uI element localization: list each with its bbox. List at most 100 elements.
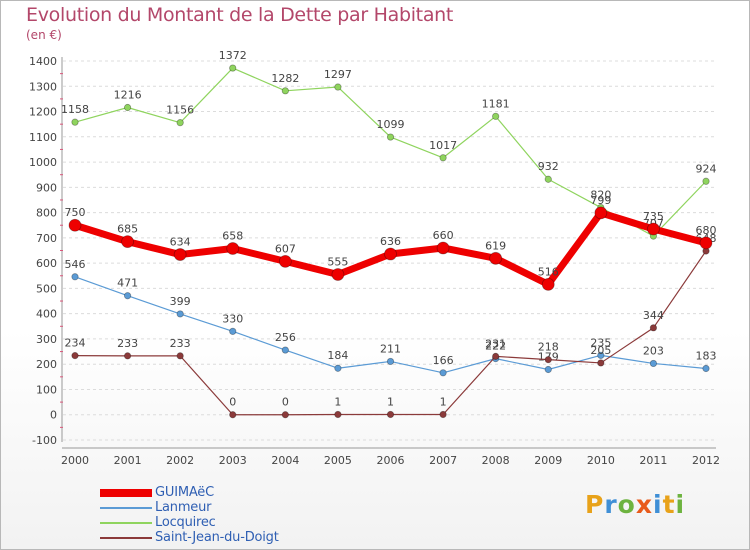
data-label-saint-jean-du-doigt: 233 xyxy=(117,337,138,350)
data-label-saint-jean-du-doigt: 1 xyxy=(440,395,447,408)
x-tick-label: 2007 xyxy=(429,454,457,467)
logo-letter: i xyxy=(653,490,663,519)
proxiti-logo: Proxiti xyxy=(585,490,685,519)
data-label-saint-jean-du-doigt: 1 xyxy=(334,395,341,408)
data-point-guima-c xyxy=(331,268,345,281)
logo-letter: i xyxy=(675,490,686,519)
legend-label-saint-jean-du-doigt: Saint-Jean-du-Doigt xyxy=(155,530,279,545)
data-label-locquirec: 820 xyxy=(590,189,611,202)
data-point-saint-jean-du-doigt xyxy=(123,352,132,360)
logo-letter: x xyxy=(635,490,653,519)
data-point-saint-jean-du-doigt xyxy=(334,410,342,419)
data-label-guima-c: 516 xyxy=(538,265,559,278)
legend-swatch-locquirec xyxy=(100,522,152,524)
data-label-lanmeur: 203 xyxy=(643,344,664,357)
legend-label-locquirec: Locquirec xyxy=(155,515,216,530)
data-label-saint-jean-du-doigt: 1 xyxy=(387,395,394,408)
data-point-saint-jean-du-doigt xyxy=(176,352,184,360)
data-label-lanmeur: 256 xyxy=(275,331,296,344)
data-label-guima-c: 799 xyxy=(590,194,611,207)
data-label-lanmeur: 235 xyxy=(590,336,611,349)
data-point-lanmeur xyxy=(281,346,289,354)
x-tick-label: 2008 xyxy=(482,454,510,467)
y-tick-label: 0 xyxy=(50,409,57,422)
legend-label-guimaec: GUIMAëC xyxy=(155,485,214,500)
data-point-locquirec xyxy=(439,154,447,162)
legend-swatch-lanmeur xyxy=(100,507,152,509)
data-point-lanmeur xyxy=(544,365,552,374)
data-point-locquirec xyxy=(281,87,289,95)
data-label-lanmeur: 546 xyxy=(65,258,86,271)
data-label-saint-jean-du-doigt: 233 xyxy=(170,337,191,350)
data-point-saint-jean-du-doigt xyxy=(439,410,447,419)
data-label-lanmeur: 330 xyxy=(222,312,243,325)
data-point-guima-c xyxy=(699,236,713,250)
data-point-lanmeur xyxy=(702,364,710,373)
data-label-guima-c: 607 xyxy=(275,242,296,255)
data-point-guima-c xyxy=(384,247,397,261)
x-tick-label: 2001 xyxy=(114,454,142,467)
data-label-saint-jean-du-doigt: 344 xyxy=(643,309,664,322)
data-point-guima-c xyxy=(278,254,292,268)
chart-title: Evolution du Montant de la Dette par Hab… xyxy=(26,4,454,26)
data-label-saint-jean-du-doigt: 234 xyxy=(65,337,86,350)
data-label-locquirec: 932 xyxy=(538,160,559,173)
data-label-guima-c: 660 xyxy=(433,229,454,242)
data-label-saint-jean-du-doigt: 205 xyxy=(590,344,611,357)
y-tick-label: 800 xyxy=(36,207,57,220)
data-label-saint-jean-du-doigt: 0 xyxy=(229,396,236,409)
data-point-locquirec xyxy=(71,118,79,126)
y-tick-label: 1000 xyxy=(29,156,57,169)
legend-swatch-saint-jean-du-doigt xyxy=(100,537,152,539)
x-tick-label: 2010 xyxy=(587,454,615,467)
data-point-lanmeur xyxy=(229,327,237,335)
data-label-lanmeur: 222 xyxy=(485,340,506,353)
y-tick-label: 600 xyxy=(36,257,57,270)
y-tick-label: 300 xyxy=(36,333,57,346)
logo-letter: t xyxy=(662,490,676,519)
data-point-saint-jean-du-doigt xyxy=(229,411,237,419)
data-label-lanmeur: 184 xyxy=(327,349,348,362)
y-tick-label: 900 xyxy=(36,181,57,194)
data-label-lanmeur: 183 xyxy=(696,349,717,362)
data-point-guima-c xyxy=(436,241,450,255)
data-point-saint-jean-du-doigt xyxy=(71,352,79,360)
logo-letter: o xyxy=(617,490,636,519)
data-point-lanmeur xyxy=(176,310,184,318)
x-tick-label: 2004 xyxy=(271,454,299,467)
data-point-lanmeur xyxy=(386,357,395,366)
data-label-lanmeur: 399 xyxy=(170,295,191,308)
legend-label-lanmeur: Lanmeur xyxy=(155,500,212,515)
y-tick-label: 200 xyxy=(36,358,57,371)
x-tick-label: 2003 xyxy=(219,454,247,467)
data-label-saint-jean-du-doigt: 231 xyxy=(485,337,506,350)
x-tick-label: 2005 xyxy=(324,454,352,467)
data-point-guima-c xyxy=(173,248,187,261)
data-point-saint-jean-du-doigt xyxy=(492,352,500,360)
data-point-locquirec xyxy=(334,83,342,91)
x-tick-label: 2000 xyxy=(61,454,89,467)
data-point-saint-jean-du-doigt xyxy=(544,356,552,364)
logo-letter: P xyxy=(585,490,605,519)
x-tick-label: 2009 xyxy=(534,454,562,467)
data-label-locquirec: 1282 xyxy=(271,72,299,85)
data-point-guima-c xyxy=(489,251,503,265)
series-line-locquirec xyxy=(74,67,707,237)
y-tick-label: 1200 xyxy=(29,106,57,119)
data-point-lanmeur xyxy=(71,273,79,281)
data-label-guima-c: 555 xyxy=(327,256,348,269)
data-label-locquirec: 1158 xyxy=(61,103,89,116)
data-point-saint-jean-du-doigt xyxy=(386,410,395,419)
legend-swatch-guimaec xyxy=(100,489,152,497)
data-label-locquirec: 1372 xyxy=(219,49,247,62)
data-point-guima-c xyxy=(594,206,608,220)
data-point-lanmeur xyxy=(649,359,658,368)
data-label-locquirec: 1216 xyxy=(114,88,142,101)
data-point-locquirec xyxy=(702,177,710,185)
data-label-guima-c: 680 xyxy=(696,224,717,237)
data-point-locquirec xyxy=(123,103,132,112)
data-point-saint-jean-du-doigt xyxy=(649,324,658,332)
data-label-saint-jean-du-doigt: 218 xyxy=(538,341,559,354)
